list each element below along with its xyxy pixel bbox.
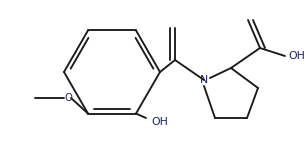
Text: OH: OH [151,117,168,127]
Text: OH: OH [289,51,305,61]
Text: O: O [64,93,72,103]
Text: N: N [200,75,208,85]
